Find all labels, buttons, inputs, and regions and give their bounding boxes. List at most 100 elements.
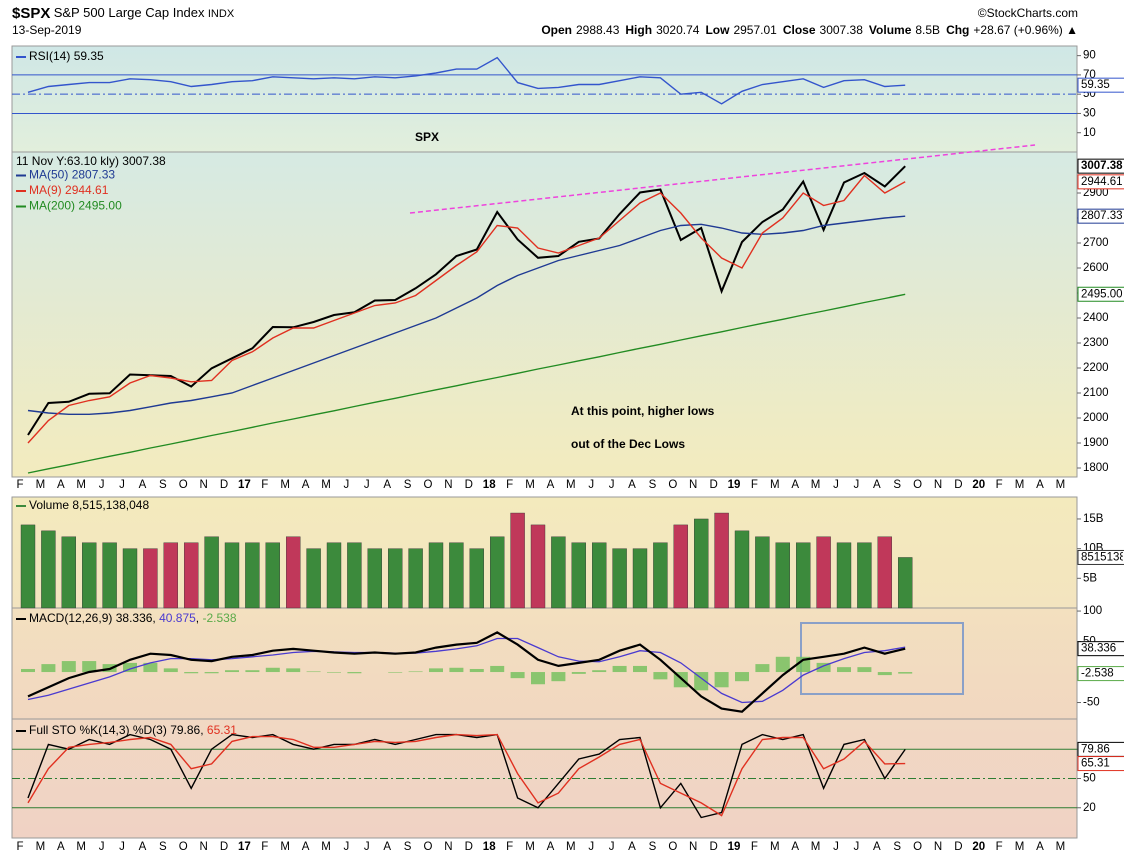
x-tick-label: A xyxy=(383,841,391,853)
x-tick-label: N xyxy=(444,479,452,491)
x-tick-label: S xyxy=(893,841,901,853)
value-tag xyxy=(1077,549,1124,565)
series-line xyxy=(27,165,906,436)
x-tick-label: J xyxy=(364,479,370,491)
macd-panel xyxy=(11,607,1078,720)
volume-bar xyxy=(20,524,36,609)
legend-label: Full STO %K(14,3) %D(3) 79.86, 65.31 xyxy=(29,723,237,737)
x-tick-label: A xyxy=(873,841,881,853)
x-tick-label: O xyxy=(668,479,677,491)
value-tag xyxy=(1077,666,1124,682)
y-tick-label: 2600 xyxy=(1083,262,1109,274)
value-tag-label: 2807.33 xyxy=(1081,210,1123,222)
x-tick-label: J xyxy=(854,479,860,491)
legend-text: 59.35 xyxy=(74,49,104,63)
y-tick-label: 1900 xyxy=(1083,437,1109,449)
x-tick-label: M xyxy=(280,841,290,853)
legend-text: 38.336 xyxy=(116,611,153,625)
plot-area xyxy=(12,56,1077,819)
y-tick-label: 90 xyxy=(1083,50,1096,62)
x-tick-label: A xyxy=(547,841,555,853)
histogram-bar xyxy=(21,668,35,673)
value-tag xyxy=(1077,174,1124,190)
value-tag xyxy=(1077,158,1124,174)
legend-label: RSI(14) 59.35 xyxy=(29,49,104,63)
legend-text: -2.538 xyxy=(202,611,236,625)
x-tick-label: N xyxy=(199,841,207,853)
x-tick-label: S xyxy=(893,479,901,491)
y-tick-label: 2400 xyxy=(1083,312,1109,324)
y-tick-label: 2700 xyxy=(1083,237,1109,249)
volume-bar xyxy=(224,542,240,609)
x-tick-label: J xyxy=(588,479,594,491)
legend-label: MA(50) 2807.33 xyxy=(29,168,115,182)
series-line xyxy=(27,293,906,474)
x-tick-label: O xyxy=(424,479,433,491)
value-tag xyxy=(1077,641,1124,657)
x-tick-label: M xyxy=(1056,841,1066,853)
histogram-bar xyxy=(816,662,831,673)
value-tag-label: 59.35 xyxy=(1081,79,1110,91)
x-tick-label: N xyxy=(689,841,697,853)
series-line xyxy=(27,637,906,704)
value-tag xyxy=(1077,756,1124,772)
histogram-bar xyxy=(857,667,872,673)
x-tick-label: J xyxy=(119,479,125,491)
volume-bar xyxy=(755,536,770,609)
x-tick-label: D xyxy=(709,841,717,853)
x-tick-label: A xyxy=(139,841,147,853)
x-tick-label: D xyxy=(220,841,228,853)
value-tag xyxy=(1077,77,1124,93)
legend-text: 3007.38 xyxy=(122,154,166,168)
volume-bar xyxy=(326,542,342,609)
histogram-bar xyxy=(694,672,709,691)
quote-value: +28.67 (+0.96%) ▲ xyxy=(973,23,1078,37)
x-tick-label: J xyxy=(833,479,839,491)
x-tick-label: J xyxy=(99,479,105,491)
legend-label: MACD(12,26,9) 38.336, 40.875, -2.538 xyxy=(29,611,237,625)
legend-label: MA(200) 2495.00 xyxy=(29,199,122,213)
x-tick-label: M xyxy=(321,841,331,853)
volume-bar xyxy=(286,536,301,609)
volume-bar xyxy=(102,542,117,609)
histogram-bar xyxy=(143,662,158,673)
annotation: out of the Dec Lows xyxy=(571,437,685,451)
x-tick-label: F xyxy=(506,479,513,491)
histogram-bar xyxy=(204,672,219,674)
x-tick-label: J xyxy=(119,841,125,853)
x-tick-label: M xyxy=(1015,841,1025,853)
series-line xyxy=(27,733,906,817)
x-tick-label: F xyxy=(996,479,1003,491)
quote-label: Volume xyxy=(869,23,912,37)
value-tag-label: 2495.00 xyxy=(1081,288,1123,300)
x-tick-label: F xyxy=(16,841,23,853)
x-tick-label: D xyxy=(954,841,962,853)
x-tick-label: O xyxy=(179,479,188,491)
legend-text: 8,515,138,048 xyxy=(72,498,149,512)
legend-label: MA(9) 2944.61 xyxy=(29,183,109,197)
x-tick-label: F xyxy=(261,479,268,491)
x-tick-label: 18 xyxy=(483,841,496,853)
value-tag-label: 8515138048 xyxy=(1081,551,1124,563)
histogram-bar xyxy=(327,672,341,673)
x-tick-label: A xyxy=(628,841,636,853)
x-tick-label: J xyxy=(344,841,350,853)
x-tick-label: O xyxy=(668,841,677,853)
volume-bar xyxy=(632,548,648,609)
histogram-bar xyxy=(347,672,362,674)
x-tick-label: A xyxy=(547,479,555,491)
x-tick-label: D xyxy=(954,479,962,491)
y-tick-label: 100 xyxy=(1083,605,1102,617)
volume-bar xyxy=(265,542,280,609)
x-tick-label: F xyxy=(751,479,758,491)
volume-bar xyxy=(796,542,811,609)
volume-bar xyxy=(694,518,709,609)
x-tick-label: A xyxy=(302,841,310,853)
x-tick-label: M xyxy=(566,841,576,853)
x-tick-label: 18 xyxy=(483,479,496,491)
legend-label: Volume 8,515,138,048 xyxy=(29,498,149,512)
histogram-bar xyxy=(408,671,423,673)
y-tick-label: -50 xyxy=(1083,697,1100,709)
x-tick-label: M xyxy=(76,479,86,491)
